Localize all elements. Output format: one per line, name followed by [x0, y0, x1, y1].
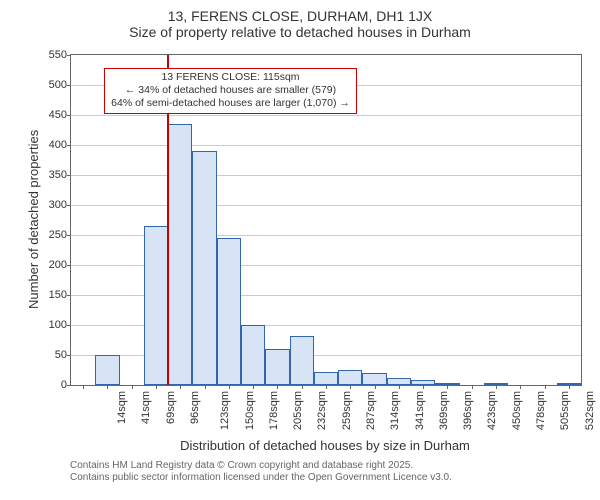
- histogram-bar: [265, 349, 289, 385]
- x-tick-mark: [375, 385, 376, 389]
- x-tick-label: 423sqm: [487, 391, 499, 430]
- histogram-bar: [217, 238, 241, 385]
- y-tick-label: 450: [49, 109, 67, 121]
- y-tick-label: 150: [49, 289, 67, 301]
- annotation-line: 13 FERENS CLOSE: 115sqm: [111, 71, 350, 84]
- y-tick-mark: [67, 205, 71, 206]
- y-tick-mark: [67, 175, 71, 176]
- y-tick-mark: [67, 295, 71, 296]
- y-tick-mark: [67, 265, 71, 266]
- x-tick-label: 287sqm: [365, 391, 377, 430]
- annotation-line: ← 34% of detached houses are smaller (57…: [111, 84, 350, 97]
- y-tick-label: 100: [49, 319, 67, 331]
- x-tick-mark: [229, 385, 230, 389]
- x-tick-label: 478sqm: [535, 391, 547, 430]
- y-tick-mark: [67, 355, 71, 356]
- x-tick-label: 205sqm: [292, 391, 304, 430]
- x-tick-label: 14sqm: [116, 391, 128, 424]
- histogram-bar: [290, 336, 314, 385]
- histogram-bar: [192, 151, 216, 385]
- histogram-bar: [338, 370, 362, 385]
- x-tick-label: 396sqm: [462, 391, 474, 430]
- x-tick-mark: [83, 385, 84, 389]
- chart-container: 13, FERENS CLOSE, DURHAM, DH1 1JX Size o…: [10, 8, 590, 468]
- footer-attribution: Contains HM Land Registry data © Crown c…: [70, 460, 452, 484]
- y-tick-mark: [67, 325, 71, 326]
- x-tick-label: 150sqm: [244, 391, 256, 430]
- annotation-box: 13 FERENS CLOSE: 115sqm← 34% of detached…: [104, 68, 357, 113]
- x-tick-mark: [423, 385, 424, 389]
- x-tick-mark: [326, 385, 327, 389]
- x-tick-mark: [156, 385, 157, 389]
- y-axis-label: Number of detached properties: [26, 129, 41, 308]
- x-tick-label: 505sqm: [559, 391, 571, 430]
- x-tick-mark: [302, 385, 303, 389]
- y-tick-mark: [67, 235, 71, 236]
- y-tick-label: 350: [49, 169, 67, 181]
- x-tick-label: 341sqm: [414, 391, 426, 430]
- y-tick-label: 400: [49, 139, 67, 151]
- histogram-bar: [362, 373, 386, 385]
- x-tick-label: 123sqm: [219, 391, 231, 430]
- x-tick-mark: [472, 385, 473, 389]
- x-tick-label: 259sqm: [341, 391, 353, 430]
- histogram-bar: [387, 378, 411, 385]
- x-tick-mark: [399, 385, 400, 389]
- grid-line: [71, 175, 581, 176]
- y-tick-mark: [67, 145, 71, 146]
- x-tick-label: 450sqm: [511, 391, 523, 430]
- y-tick-label: 250: [49, 229, 67, 241]
- x-tick-label: 178sqm: [268, 391, 280, 430]
- histogram-bar: [241, 325, 265, 385]
- x-tick-label: 314sqm: [389, 391, 401, 430]
- y-tick-label: 300: [49, 199, 67, 211]
- histogram-bar: [168, 124, 192, 385]
- x-tick-mark: [350, 385, 351, 389]
- x-tick-label: 369sqm: [438, 391, 450, 430]
- y-tick-mark: [67, 85, 71, 86]
- y-tick-mark: [67, 55, 71, 56]
- x-tick-label: 69sqm: [165, 391, 177, 424]
- y-tick-label: 200: [49, 259, 67, 271]
- grid-line: [71, 145, 581, 146]
- y-tick-mark: [67, 385, 71, 386]
- x-tick-mark: [107, 385, 108, 389]
- y-tick-label: 50: [55, 349, 67, 361]
- grid-line: [71, 205, 581, 206]
- x-tick-mark: [447, 385, 448, 389]
- histogram-bar: [144, 226, 168, 385]
- x-tick-label: 41sqm: [140, 391, 152, 424]
- annotation-line: 64% of semi-detached houses are larger (…: [111, 97, 350, 110]
- x-tick-mark: [545, 385, 546, 389]
- chart-title-line1: 13, FERENS CLOSE, DURHAM, DH1 1JX: [10, 8, 590, 24]
- grid-line: [71, 115, 581, 116]
- x-tick-mark: [520, 385, 521, 389]
- y-tick-label: 0: [61, 379, 67, 391]
- x-tick-mark: [180, 385, 181, 389]
- x-tick-mark: [496, 385, 497, 389]
- x-tick-mark: [253, 385, 254, 389]
- x-tick-mark: [132, 385, 133, 389]
- footer-line2: Contains public sector information licen…: [70, 472, 452, 484]
- footer-line1: Contains HM Land Registry data © Crown c…: [70, 460, 452, 472]
- histogram-bar: [95, 355, 119, 385]
- x-tick-mark: [569, 385, 570, 389]
- chart-title-line2: Size of property relative to detached ho…: [10, 24, 590, 40]
- plot-area: 05010015020025030035040045050055014sqm41…: [70, 54, 582, 386]
- y-tick-label: 550: [49, 49, 67, 61]
- x-tick-label: 532sqm: [584, 391, 596, 430]
- x-tick-label: 96sqm: [189, 391, 201, 424]
- x-tick-label: 232sqm: [317, 391, 329, 430]
- x-tick-mark: [277, 385, 278, 389]
- histogram-bar: [314, 372, 338, 385]
- y-tick-mark: [67, 115, 71, 116]
- x-axis-label: Distribution of detached houses by size …: [70, 438, 580, 453]
- x-tick-mark: [205, 385, 206, 389]
- y-tick-label: 500: [49, 79, 67, 91]
